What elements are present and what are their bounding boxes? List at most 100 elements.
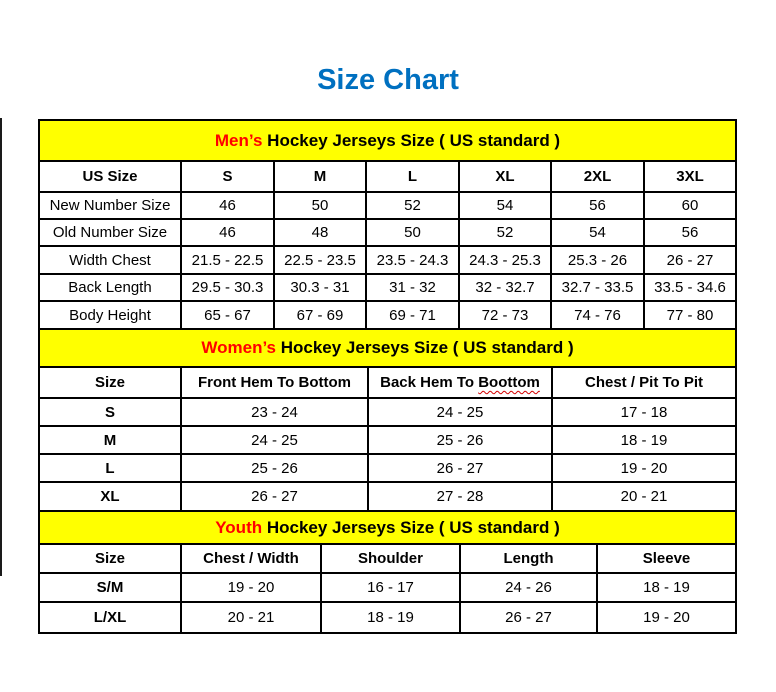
mens-heading-accent: Men’s: [214, 130, 263, 150]
page-title: Size Chart: [317, 64, 459, 96]
size-value-cell: 32.7 - 33.5: [550, 273, 645, 302]
size-value-cell: 50: [273, 191, 367, 220]
mens-heading-text: Hockey Jerseys Size ( US standard ): [267, 130, 561, 150]
row-label: L/XL: [38, 601, 182, 634]
column-header: S: [180, 160, 275, 193]
womens-section-heading-row: Women’s Hockey Jerseys Size ( US standar…: [37, 328, 738, 368]
column-header: XL: [458, 160, 552, 193]
size-value-cell: 18 - 19: [550, 425, 738, 455]
row-label: XL: [38, 481, 182, 512]
column-header-misspelled: Back Hem To Boottom: [367, 366, 553, 399]
row-label: S/M: [38, 572, 182, 603]
size-value-cell: 24 - 25: [180, 425, 369, 455]
table-row: L 25 - 26 26 - 27 19 - 20: [38, 453, 738, 483]
size-value-cell: 25 - 26: [180, 453, 369, 483]
size-value-cell: 56: [550, 191, 645, 220]
size-value-cell: 46: [180, 218, 275, 247]
size-value-cell: 54: [550, 218, 645, 247]
size-value-cell: 69 - 71: [365, 300, 460, 330]
size-value-cell: 72 - 73: [458, 300, 552, 330]
youth-column-header-row: Size Chest / Width Shoulder Length Sleev…: [38, 543, 738, 574]
row-label: Body Height: [38, 300, 182, 330]
size-value-cell: 56: [643, 218, 737, 247]
size-value-cell: 31 - 32: [365, 273, 460, 302]
size-value-cell: 26 - 27: [459, 601, 598, 634]
size-value-cell: 54: [458, 191, 552, 220]
size-value-cell: 27 - 28: [367, 481, 553, 512]
table-row: Back Length 29.5 - 30.3 30.3 - 31 31 - 3…: [38, 273, 737, 302]
table-row: XL 26 - 27 27 - 28 20 - 21: [38, 481, 738, 512]
column-header: M: [273, 160, 367, 193]
column-header-text: Back Hem To: [380, 374, 479, 391]
column-header: Chest / Pit To Pit: [550, 366, 738, 399]
misspelled-word: Boottom: [478, 374, 540, 391]
youth-section-heading: Youth Hockey Jerseys Size ( US standard …: [37, 510, 738, 545]
column-header: US Size: [38, 160, 182, 193]
mens-column-header-row: US Size S M L XL 2XL 3XL: [38, 160, 737, 193]
row-label: Old Number Size: [38, 218, 182, 247]
womens-heading-accent: Women’s: [201, 338, 276, 357]
size-value-cell: 23.5 - 24.3: [365, 245, 460, 275]
size-value-cell: 24.3 - 25.3: [458, 245, 552, 275]
row-label: Width Chest: [38, 245, 182, 275]
column-header: Front Hem To Bottom: [180, 366, 369, 399]
size-value-cell: 26 - 27: [643, 245, 737, 275]
table-row: L/XL 20 - 21 18 - 19 26 - 27 19 - 20: [38, 601, 738, 634]
size-value-cell: 17 - 18: [550, 397, 738, 427]
table-row: Width Chest 21.5 - 22.5 22.5 - 23.5 23.5…: [38, 245, 737, 275]
size-value-cell: 52: [365, 191, 460, 220]
size-value-cell: 20 - 21: [550, 481, 738, 512]
youth-heading-accent: Youth: [215, 517, 263, 537]
column-header: Length: [459, 543, 598, 574]
size-value-cell: 25.3 - 26: [550, 245, 645, 275]
size-value-cell: 29.5 - 30.3: [180, 273, 275, 302]
size-value-cell: 46: [180, 191, 275, 220]
size-value-cell: 26 - 27: [180, 481, 369, 512]
size-chart: Men’s Hockey Jerseys Size ( US standard …: [37, 119, 738, 634]
size-value-cell: 19 - 20: [550, 453, 738, 483]
size-value-cell: 20 - 21: [180, 601, 322, 634]
size-value-cell: 19 - 20: [595, 601, 738, 634]
mens-size-table: Men’s Hockey Jerseys Size ( US standard …: [38, 119, 737, 330]
size-value-cell: 18 - 19: [320, 601, 461, 634]
size-value-cell: 60: [643, 191, 737, 220]
column-header: Size: [38, 366, 182, 399]
womens-column-header-row: Size Front Hem To Bottom Back Hem To Boo…: [38, 366, 738, 399]
row-label: Back Length: [38, 273, 182, 302]
size-value-cell: 23 - 24: [180, 397, 369, 427]
size-value-cell: 25 - 26: [367, 425, 553, 455]
row-label: New Number Size: [38, 191, 182, 220]
size-value-cell: 33.5 - 34.6: [643, 273, 737, 302]
size-value-cell: 18 - 19: [595, 572, 738, 603]
table-row: S/M 19 - 20 16 - 17 24 - 26 18 - 19: [38, 572, 738, 603]
size-value-cell: 26 - 27: [367, 453, 553, 483]
size-value-cell: 21.5 - 22.5: [180, 245, 275, 275]
column-header: Size: [38, 543, 182, 574]
mens-section-heading: Men’s Hockey Jerseys Size ( US standard …: [38, 119, 737, 162]
size-value-cell: 30.3 - 31: [273, 273, 367, 302]
womens-heading-text: Hockey Jerseys Size ( US standard ): [280, 338, 574, 357]
row-label: L: [38, 453, 182, 483]
column-header: 2XL: [550, 160, 645, 193]
youth-section-heading-row: Youth Hockey Jerseys Size ( US standard …: [37, 510, 738, 545]
youth-size-table: Youth Hockey Jerseys Size ( US standard …: [37, 510, 738, 634]
size-value-cell: 65 - 67: [180, 300, 275, 330]
row-label: S: [38, 397, 182, 427]
row-label: M: [38, 425, 182, 455]
table-row: New Number Size 46 50 52 54 56 60: [38, 191, 737, 220]
table-row: M 24 - 25 25 - 26 18 - 19: [38, 425, 738, 455]
size-value-cell: 24 - 26: [459, 572, 598, 603]
column-header: Shoulder: [320, 543, 461, 574]
womens-size-table: Women’s Hockey Jerseys Size ( US standar…: [37, 328, 738, 512]
column-header: Chest / Width: [180, 543, 322, 574]
size-value-cell: 24 - 25: [367, 397, 553, 427]
size-value-cell: 52: [458, 218, 552, 247]
table-row: Old Number Size 46 48 50 52 54 56: [38, 218, 737, 247]
size-value-cell: 50: [365, 218, 460, 247]
womens-section-heading: Women’s Hockey Jerseys Size ( US standar…: [37, 328, 738, 368]
column-header: L: [365, 160, 460, 193]
size-value-cell: 16 - 17: [320, 572, 461, 603]
left-edge-artifact-line: [0, 118, 2, 576]
size-value-cell: 22.5 - 23.5: [273, 245, 367, 275]
